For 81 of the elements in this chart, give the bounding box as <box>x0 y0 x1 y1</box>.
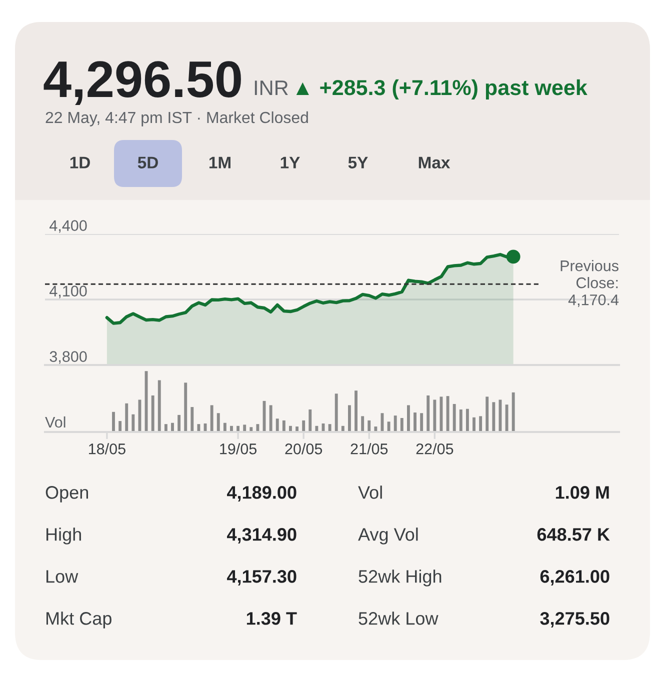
bar <box>164 424 168 432</box>
bar <box>446 396 450 432</box>
bar <box>158 380 161 432</box>
text: 1.39 T <box>246 612 297 625</box>
bar <box>138 400 142 432</box>
bar <box>420 413 424 432</box>
bar <box>472 417 476 432</box>
bar <box>394 416 397 432</box>
bar <box>118 421 122 432</box>
bar <box>190 407 194 432</box>
x-tick-label: 21/05 <box>350 443 388 454</box>
bar <box>406 405 410 432</box>
bar <box>308 409 312 432</box>
bar <box>243 424 246 432</box>
text: INR <box>254 80 288 95</box>
bar <box>302 420 306 432</box>
text: 1.09 M <box>556 486 609 499</box>
bar <box>269 405 272 432</box>
bar <box>348 405 351 432</box>
y-tick-label: 3,800 <box>50 351 87 364</box>
bar <box>414 412 416 432</box>
bar <box>387 422 390 432</box>
text: 4,189.00 <box>227 486 296 502</box>
text: 1D <box>70 156 90 168</box>
bar <box>256 424 260 432</box>
bar <box>505 404 508 432</box>
bar <box>276 418 279 432</box>
text: Max <box>418 156 450 168</box>
bar <box>479 416 482 432</box>
text: High <box>46 528 81 544</box>
text: 5D <box>138 156 158 168</box>
bar <box>132 414 135 432</box>
bar <box>433 400 436 432</box>
x-tick-label: 22/05 <box>416 443 454 454</box>
text: 4,296.50 <box>44 61 241 105</box>
text: 6,261.00 <box>540 570 610 586</box>
bar <box>197 424 200 432</box>
text: 1M <box>209 156 230 168</box>
text: 5Y <box>348 156 368 168</box>
x-tick-label: 20/05 <box>285 443 322 454</box>
x-tick-label: 19/05 <box>220 443 257 454</box>
text: ▲ +285.3 (+7.11%) past week <box>296 79 588 100</box>
text: 3,275.50 <box>540 612 610 628</box>
text: 4,314.90 <box>227 528 296 544</box>
y-tick-label: 4,100 <box>50 286 87 298</box>
bar <box>486 396 489 432</box>
y-tick-label: 4,400 <box>50 220 87 233</box>
bar <box>210 405 214 432</box>
bar <box>452 404 456 432</box>
text: 648.57 K <box>537 528 610 541</box>
ref-line-label: Previous Close: 4,170.4 <box>560 260 619 308</box>
bar <box>512 392 515 432</box>
text: 52wk High <box>358 570 442 586</box>
bar <box>361 416 364 432</box>
bar <box>125 403 128 432</box>
bar <box>328 424 332 432</box>
bar <box>400 418 404 432</box>
bar <box>459 409 462 432</box>
bar <box>151 395 154 432</box>
text: Vol <box>358 486 382 499</box>
bar <box>112 412 115 432</box>
y-axis-title: Vol <box>45 416 66 428</box>
text: Open <box>46 486 88 502</box>
bar <box>426 395 430 432</box>
text: Avg Vol <box>358 528 418 544</box>
bar <box>184 382 188 432</box>
x-tick-label: 18/05 <box>88 443 126 454</box>
bar <box>466 408 469 432</box>
text: Mkt Cap <box>46 612 112 628</box>
bar <box>216 413 220 432</box>
text: 52wk Low <box>358 612 438 625</box>
bar <box>354 390 358 432</box>
bar <box>178 414 181 432</box>
text: 4,157.30 <box>227 570 296 586</box>
text: 1Y <box>280 156 300 168</box>
bar <box>368 420 371 432</box>
bar <box>282 420 286 432</box>
bar <box>334 394 338 432</box>
text: 22 May, 4:47 pm IST · Market Closed <box>46 111 308 126</box>
bar <box>492 402 496 432</box>
text: Low <box>46 570 78 583</box>
